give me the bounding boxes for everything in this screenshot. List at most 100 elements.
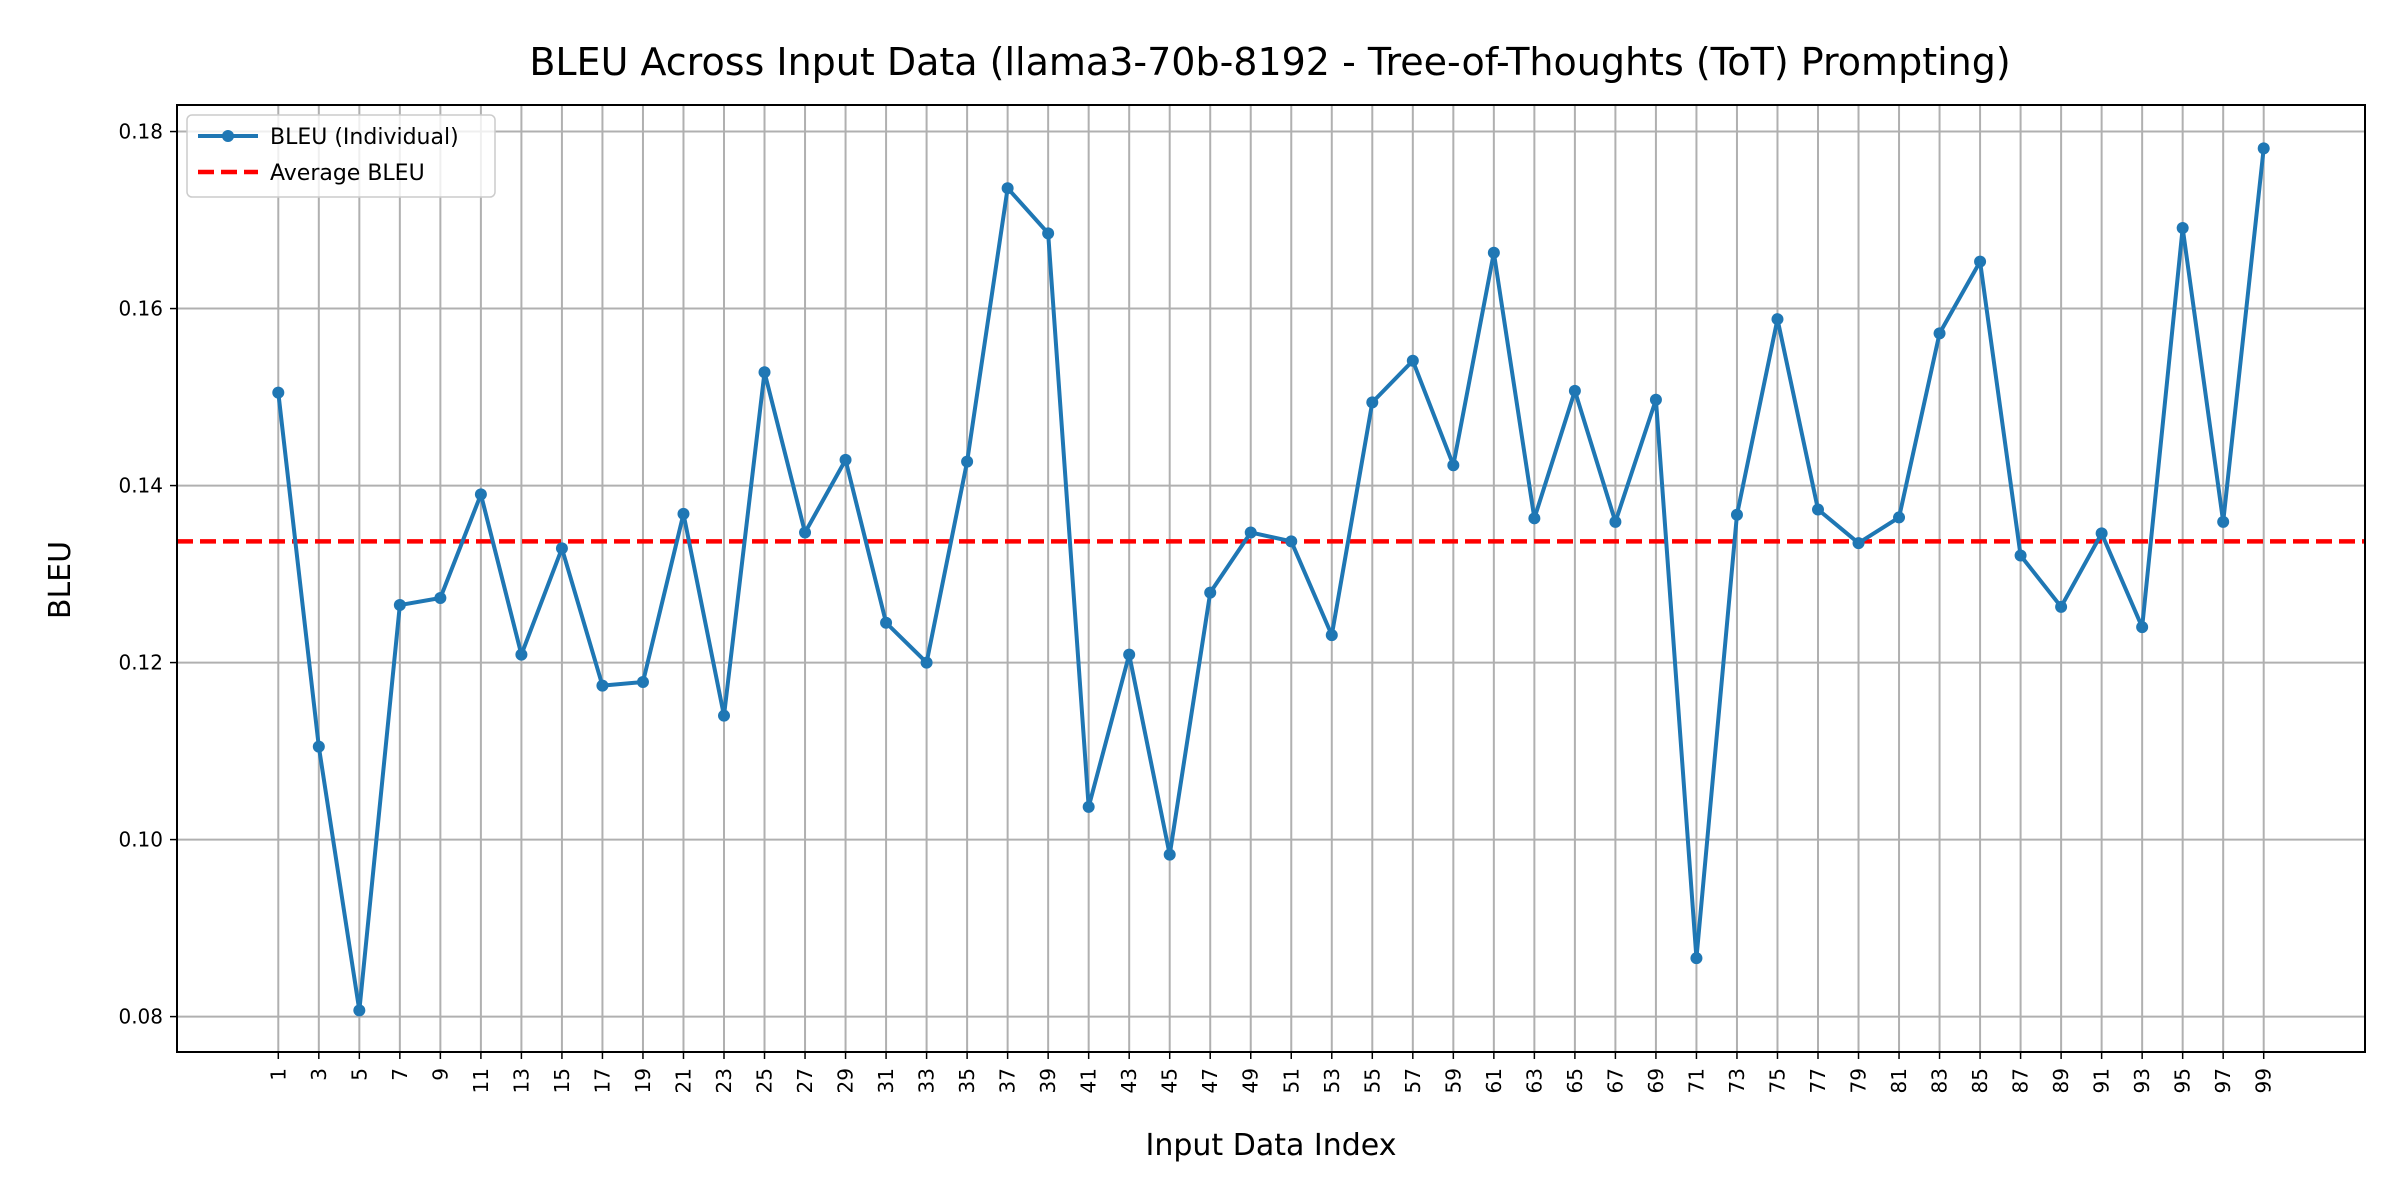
bleu-data-point <box>758 366 771 379</box>
x-tick-label: 15 <box>550 1068 574 1093</box>
bleu-data-point <box>1933 327 1946 340</box>
x-tick-label: 37 <box>996 1068 1020 1093</box>
x-tick-label: 71 <box>1684 1068 1708 1093</box>
x-tick-label: 87 <box>2009 1068 2033 1093</box>
bleu-data-point <box>920 656 933 669</box>
x-tick-label: 93 <box>2130 1068 2154 1093</box>
x-tick-label: 35 <box>955 1068 979 1093</box>
x-tick-label: 49 <box>1239 1068 1263 1093</box>
bleu-data-point <box>2055 600 2068 613</box>
x-tick-label: 57 <box>1401 1068 1425 1093</box>
x-tick-label: 81 <box>1887 1068 1911 1093</box>
bleu-data-point <box>393 599 406 612</box>
y-axis-ticks: 0.08 0.10 0.12 0.14 0.16 0.18 <box>118 120 177 1029</box>
bleu-data-point <box>677 507 690 520</box>
x-tick-label: 91 <box>2090 1068 2114 1093</box>
x-tick-label: 33 <box>915 1068 939 1093</box>
x-tick-label: 21 <box>671 1068 695 1093</box>
x-tick-label: 41 <box>1077 1068 1101 1093</box>
bleu-data-point <box>1082 800 1095 813</box>
x-tick-label: 83 <box>1928 1068 1952 1093</box>
x-tick-label: 3 <box>307 1068 331 1081</box>
y-tick-label: 0.12 <box>118 651 163 675</box>
x-tick-label: 59 <box>1441 1068 1465 1093</box>
bleu-data-point <box>555 542 568 555</box>
x-tick-label: 45 <box>1158 1068 1182 1093</box>
bleu-data-point <box>1042 227 1055 240</box>
plot-area-frame <box>176 104 2366 1053</box>
bleu-data-point <box>1406 354 1419 367</box>
x-tick-label: 31 <box>874 1068 898 1093</box>
bleu-data-point <box>1609 515 1622 528</box>
bleu-data-point <box>272 386 285 399</box>
bleu-data-point <box>961 455 974 468</box>
y-tick-label: 0.08 <box>118 1005 163 1029</box>
bleu-data-point <box>596 679 609 692</box>
y-tick-label: 0.14 <box>118 474 163 498</box>
legend-label-bleu-individual: BLEU (Individual) <box>270 125 459 150</box>
bleu-data-point <box>1690 952 1703 965</box>
x-tick-label: 27 <box>793 1068 817 1093</box>
bleu-data-point <box>1244 526 1257 539</box>
bleu-data-point <box>1204 586 1217 599</box>
x-tick-label: 99 <box>2252 1068 2276 1093</box>
bleu-data-point <box>2217 515 2230 528</box>
bleu-series <box>272 142 2270 1017</box>
bleu-data-point <box>353 1004 366 1017</box>
x-tick-label: 73 <box>1725 1068 1749 1093</box>
bleu-data-point <box>1771 313 1784 326</box>
bleu-data-point <box>1163 848 1176 861</box>
bleu-data-point <box>1893 511 1906 524</box>
y-tick-label: 0.16 <box>118 297 163 321</box>
bleu-data-point <box>1730 508 1743 521</box>
bleu-data-point <box>718 709 730 722</box>
x-tick-label: 5 <box>347 1068 371 1081</box>
x-tick-label: 43 <box>1117 1068 1141 1093</box>
x-tick-label: 65 <box>1563 1068 1587 1093</box>
x-tick-label: 89 <box>2049 1068 2073 1093</box>
x-tick-label: 13 <box>509 1068 533 1093</box>
bleu-data-point <box>1366 396 1379 409</box>
x-tick-label: 7 <box>388 1068 412 1081</box>
bleu-data-point <box>312 740 325 753</box>
bleu-data-point <box>2095 527 2108 540</box>
bleu-data-point <box>1325 629 1338 642</box>
x-tick-label: 85 <box>1968 1068 1992 1093</box>
bleu-data-point <box>1447 459 1460 472</box>
x-tick-label: 53 <box>1320 1068 1344 1093</box>
x-tick-label: 25 <box>753 1068 777 1093</box>
bleu-data-point <box>1649 393 1662 406</box>
bleu-data-point <box>1001 182 1014 195</box>
x-tick-label: 95 <box>2171 1068 2195 1093</box>
y-axis-label: BLEU <box>43 541 78 619</box>
x-tick-label: 19 <box>631 1068 655 1093</box>
x-tick-label: 17 <box>590 1068 614 1093</box>
x-tick-label: 67 <box>1603 1068 1627 1093</box>
bleu-data-point <box>2136 621 2149 634</box>
grid-lines <box>177 105 2365 1052</box>
chart-title: BLEU Across Input Data (llama3-70b-8192 … <box>529 40 2010 84</box>
y-tick-label: 0.10 <box>118 828 163 852</box>
x-tick-label: 77 <box>1806 1068 1830 1093</box>
x-tick-label: 29 <box>834 1068 858 1093</box>
bleu-data-point <box>1123 648 1136 661</box>
x-tick-label: 55 <box>1360 1068 1384 1093</box>
bleu-data-point <box>1812 503 1824 516</box>
x-tick-label: 47 <box>1198 1068 1222 1093</box>
bleu-data-point <box>1974 255 1987 268</box>
bleu-data-point <box>474 488 487 501</box>
bleu-individual-line <box>276 148 2266 1013</box>
y-tick-label: 0.18 <box>118 120 163 144</box>
legend-marker-bleu-individual <box>222 130 234 142</box>
x-tick-label: 23 <box>712 1068 736 1093</box>
bleu-data-point <box>515 648 528 661</box>
x-tick-label: 51 <box>1279 1068 1303 1093</box>
bleu-data-point <box>1852 537 1865 550</box>
x-tick-label: 39 <box>1036 1068 1060 1093</box>
x-tick-label: 9 <box>428 1068 452 1081</box>
bleu-data-point <box>880 616 893 629</box>
x-axis-ticks: 1 3 5 7 9 11 13 15 17 19 21 23 25 27 29 31 33 35 37 39 41 43 4… <box>266 1052 2276 1093</box>
x-tick-label: 69 <box>1644 1068 1668 1093</box>
x-tick-label: 63 <box>1522 1068 1546 1093</box>
